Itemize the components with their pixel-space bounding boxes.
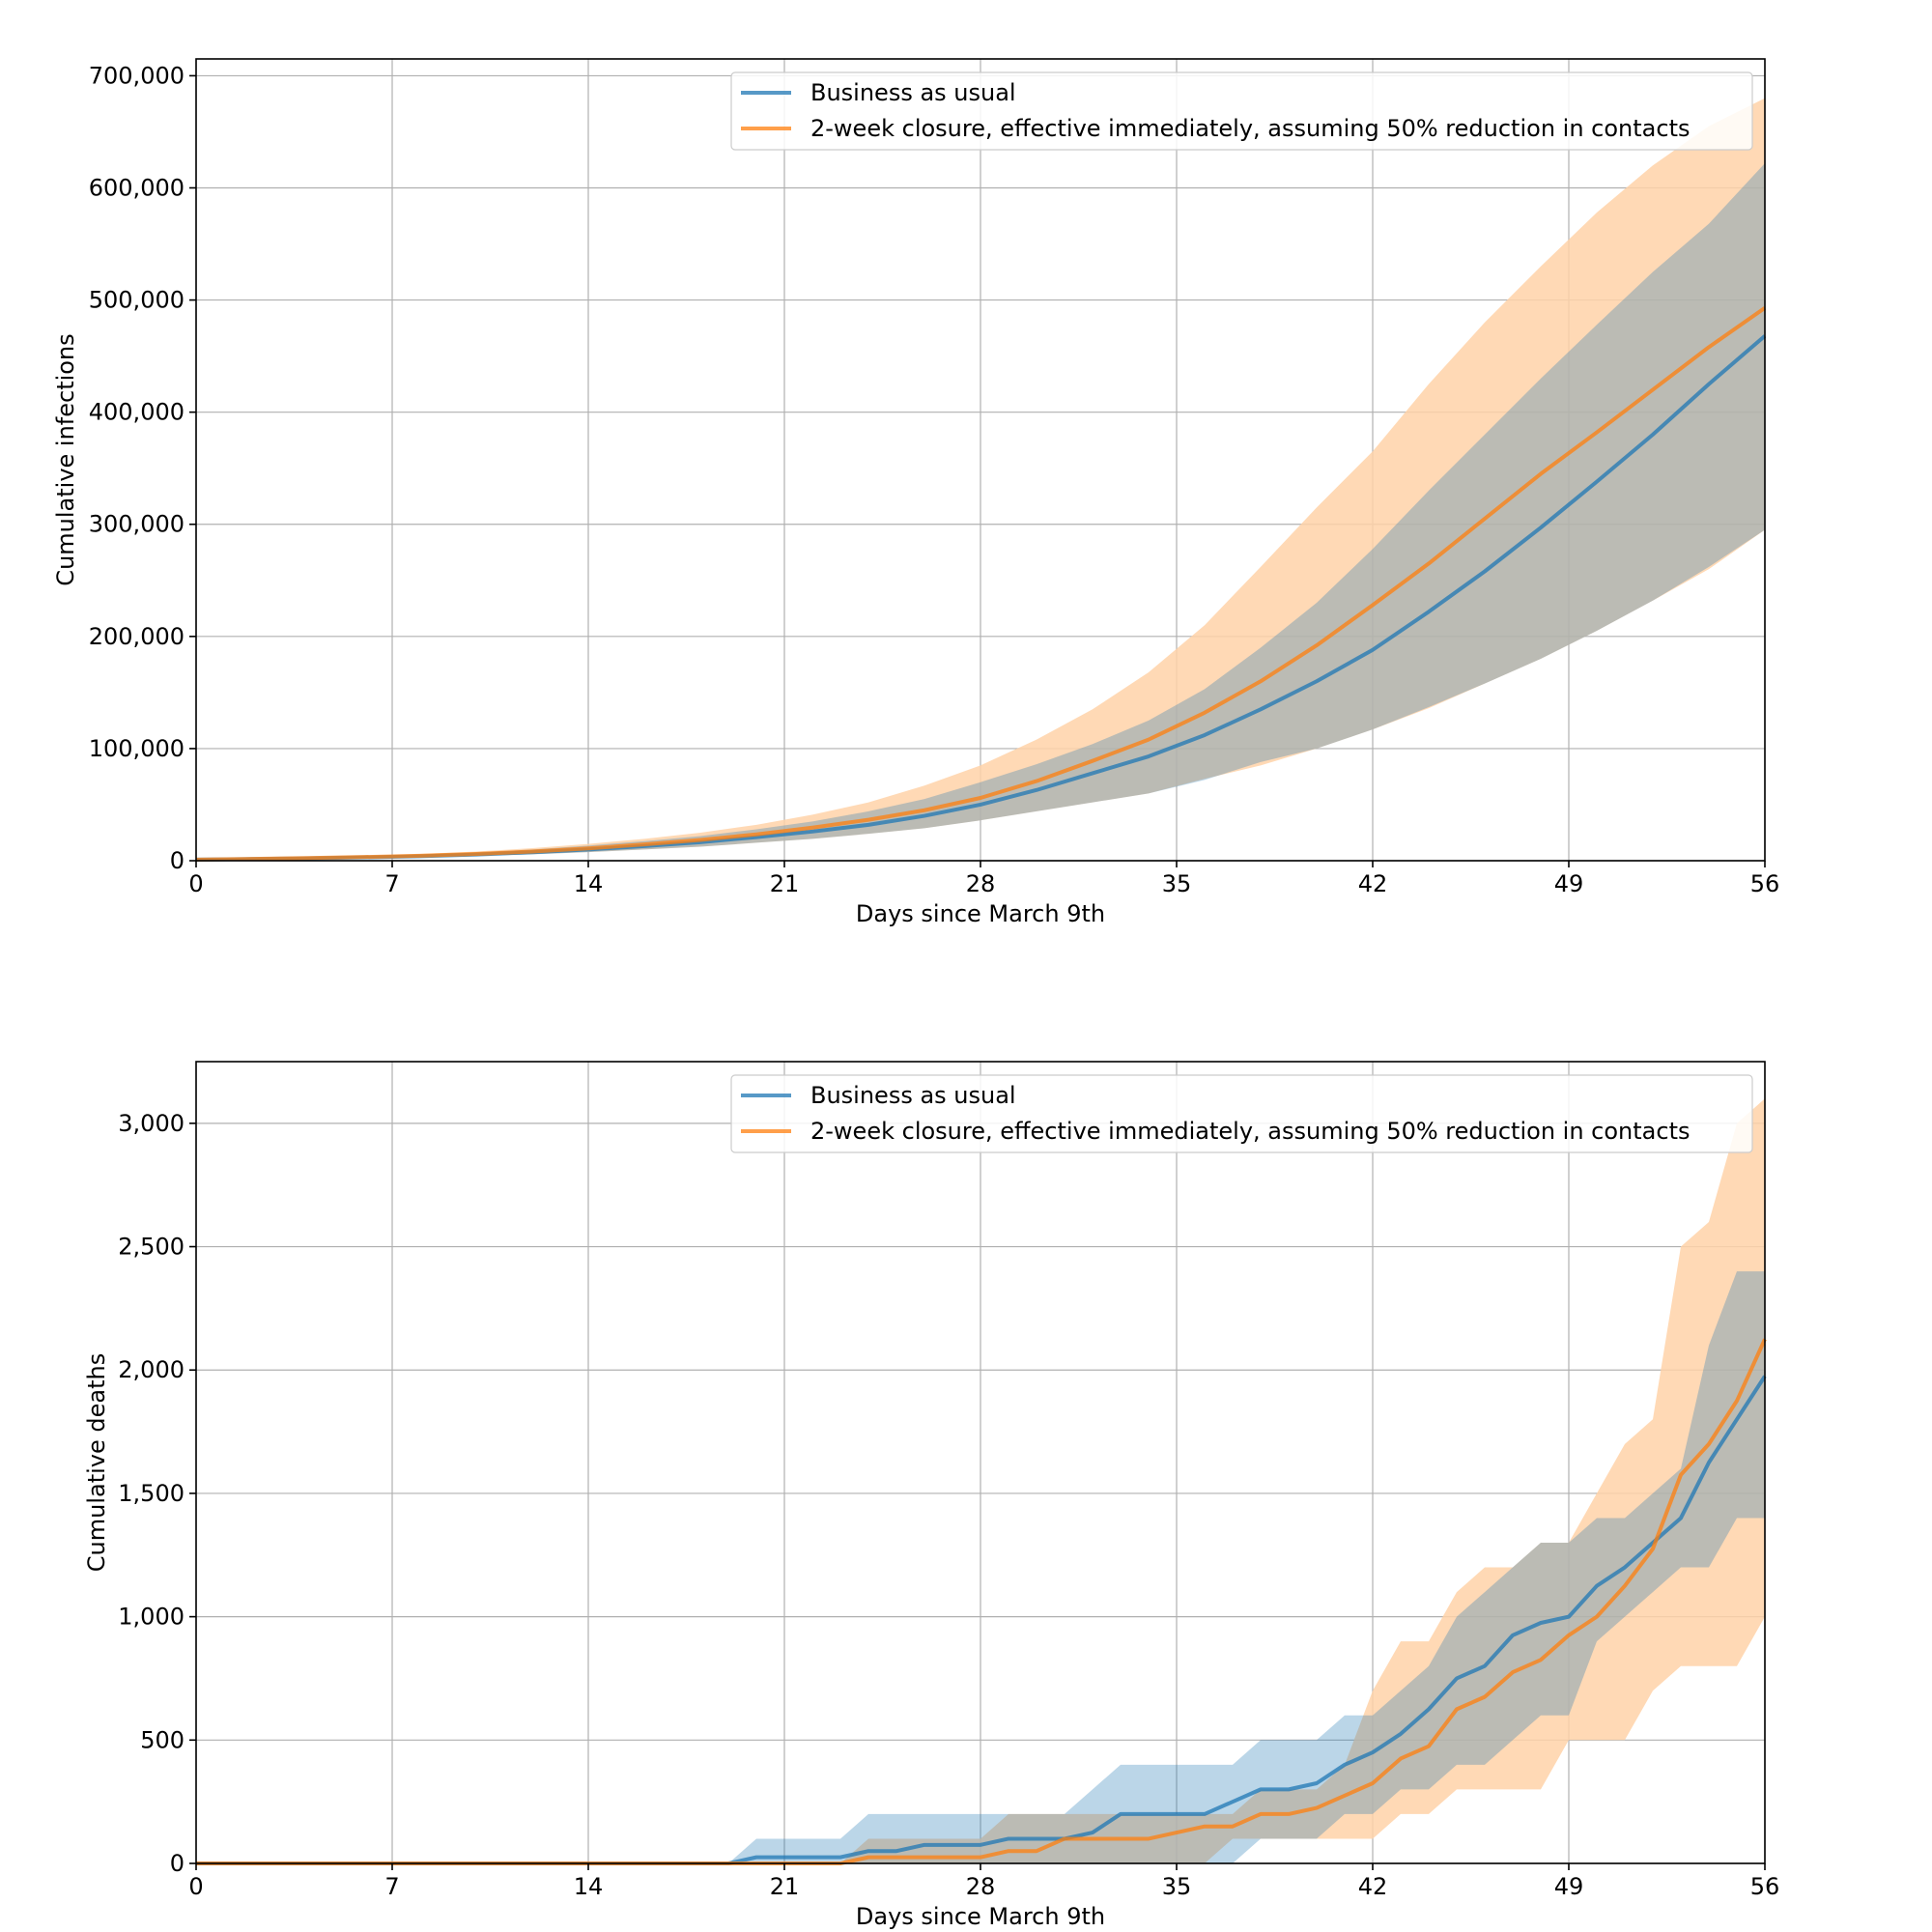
deaths-y-tick-label: 1,500 — [118, 1480, 185, 1507]
deaths-x-tick-label: 42 — [1358, 1873, 1388, 1900]
deaths-x-tick-label: 35 — [1162, 1873, 1192, 1900]
deaths-y-tick-label: 2,500 — [118, 1234, 185, 1261]
deaths-bands — [196, 1098, 1765, 1863]
infections-y-tick-label: 600,000 — [89, 174, 185, 201]
deaths-x-tick-label: 21 — [770, 1873, 800, 1900]
infections-x-tick-label: 7 — [384, 870, 399, 897]
infections-x-tick-label: 56 — [1750, 870, 1780, 897]
infections-x-tick-label: 35 — [1162, 870, 1192, 897]
deaths-x-tick-label: 14 — [574, 1873, 604, 1900]
infections-legend-closure-label: 2-week closure, effective immediately, a… — [810, 115, 1690, 142]
deaths-y-tick-label: 1,000 — [118, 1604, 185, 1631]
infections-y-tick-label: 500,000 — [89, 287, 185, 314]
deaths-legend-box — [730, 1074, 1753, 1153]
infections-x-tick-label: 21 — [770, 870, 800, 897]
infections-y-tick-label: 700,000 — [89, 62, 185, 89]
infections-x-tick-label: 0 — [188, 870, 203, 897]
deaths-bau-band — [196, 1271, 1765, 1863]
infections-legend: Business as usual 2-week closure, effect… — [730, 71, 1753, 151]
infections-chart: 0 7 14 21 28 35 42 49 56 0 100,000 200,000 300,000 40… — [52, 58, 1780, 927]
infections-legend-bau-label: Business as usual — [810, 79, 1016, 106]
deaths-x-axis-title: Days since March 9th — [856, 1903, 1105, 1930]
infections-bands — [196, 98, 1765, 861]
infections-x-tick-label: 28 — [966, 870, 996, 897]
infections-closure-line — [195, 306, 1767, 862]
infections-y-tick-label: 300,000 — [89, 511, 185, 538]
infections-x-tick-label: 14 — [574, 870, 604, 897]
infections-bau-band — [196, 162, 1765, 861]
infections-y-axis-title: Cumulative infections — [52, 333, 79, 585]
infections-y-tick-label: 200,000 — [89, 623, 185, 650]
infections-lines — [195, 306, 1767, 862]
deaths-x-tick-label: 7 — [384, 1873, 399, 1900]
deaths-x-tick-label: 49 — [1554, 1873, 1584, 1900]
infections-x-tick-label: 49 — [1554, 870, 1584, 897]
infections-y-tick-label: 0 — [170, 847, 185, 874]
infections-legend-box — [730, 71, 1753, 151]
deaths-legend-bau-label: Business as usual — [810, 1082, 1016, 1109]
deaths-ticks: 0 7 14 21 28 35 42 49 56 0 500 1,000 1,500 2,000 2,500… — [118, 1110, 1779, 1900]
deaths-y-tick-label: 3,000 — [118, 1110, 185, 1137]
deaths-legend-closure-label: 2-week closure, effective immediately, a… — [810, 1118, 1690, 1145]
infections-x-axis-title: Days since March 9th — [856, 900, 1105, 927]
infections-y-tick-label: 400,000 — [89, 399, 185, 426]
deaths-y-tick-label: 0 — [170, 1850, 185, 1877]
deaths-y-tick-label: 500 — [140, 1726, 185, 1753]
deaths-legend: Business as usual 2-week closure, effect… — [730, 1074, 1753, 1153]
deaths-chart: 0 7 14 21 28 35 42 49 56 0 500 1,000 1,500 2,000 2,500… — [83, 1061, 1779, 1930]
deaths-x-tick-label: 0 — [188, 1873, 203, 1900]
deaths-y-tick-label: 2,000 — [118, 1356, 185, 1383]
deaths-x-tick-label: 28 — [966, 1873, 996, 1900]
infections-ticks: 0 7 14 21 28 35 42 49 56 0 100,000 200,000 300,000 40… — [89, 62, 1780, 897]
infections-x-tick-label: 42 — [1358, 870, 1388, 897]
infections-y-tick-label: 100,000 — [89, 735, 185, 762]
infections-closure-band — [196, 98, 1765, 861]
deaths-y-axis-title: Cumulative deaths — [83, 1353, 110, 1572]
deaths-x-tick-label: 56 — [1750, 1873, 1780, 1900]
